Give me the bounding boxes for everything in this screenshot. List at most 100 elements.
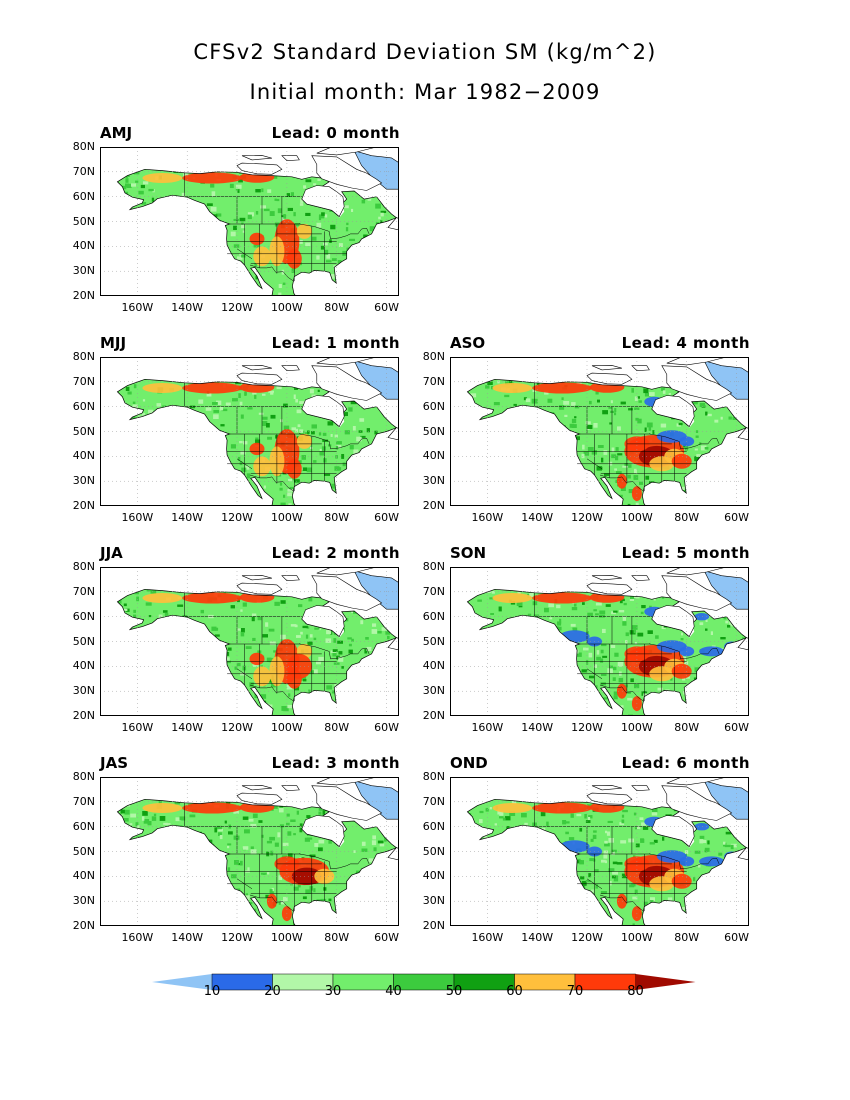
lat-tick-label: 60N: [422, 399, 445, 413]
panel-season: JAS: [100, 754, 128, 772]
colorbar-tick-label: 50: [445, 984, 463, 999]
lat-tick-label: 20N: [72, 919, 95, 932]
panel-season: AMJ: [100, 124, 133, 142]
lat-tick-label: 50N: [422, 424, 445, 438]
arctic-island: [281, 785, 300, 792]
map-area: [100, 777, 399, 926]
lon-tick-label: 140W: [171, 511, 204, 524]
lat-tick-label: 80N: [72, 140, 95, 153]
lat-tick-label: 70N: [72, 584, 95, 598]
soil-moisture-map: [450, 567, 749, 716]
lat-tick-label: 30N: [72, 264, 95, 278]
political-borders: [184, 802, 370, 912]
lat-tick-label: 40N: [422, 869, 445, 883]
lat-tick-label: 40N: [72, 869, 95, 883]
colorbar-high-arrow: [635, 974, 696, 990]
hudson-bay: [651, 395, 695, 427]
lat-tick-label: 80N: [422, 770, 445, 783]
colorbar-tick-label: 60: [506, 984, 523, 999]
lon-tick-label: 60W: [374, 301, 399, 314]
lat-tick-label: 80N: [422, 350, 445, 363]
arctic-island: [316, 147, 377, 156]
colorbar-tick-label: 40: [385, 984, 402, 999]
map-panel: AMJ Lead: 0 month 80N 70N 60N 50N 40N 30N 20N 160…: [50, 124, 410, 333]
lat-tick-label: 70N: [72, 374, 95, 388]
graticule: [100, 567, 399, 716]
lat-tick-label: 30N: [422, 474, 445, 488]
figure-title: CFSv2 Standard Deviation SM (kg/m^2): [193, 40, 657, 64]
lat-tick-label: 30N: [72, 684, 95, 698]
lon-tick-label: 140W: [171, 301, 204, 314]
soil-moisture-map: [450, 357, 749, 506]
lon-tick-label: 120W: [571, 511, 603, 524]
arctic-island: [631, 365, 650, 372]
lon-tick-label: 140W: [521, 511, 554, 524]
map-panel: MJJ Lead: 1 month 80N 70N 60N 50N 40N 30N 20N 160…: [50, 334, 410, 543]
lat-tick-label: 60N: [72, 819, 95, 833]
lat-tick-label: 60N: [422, 609, 445, 623]
map-area: [100, 357, 399, 506]
greenland: [703, 570, 749, 610]
lat-tick-label: 80N: [72, 770, 95, 783]
map-frame: [450, 357, 749, 506]
lon-tick-label: 160W: [121, 931, 154, 944]
colorbar-tick-label: 10: [203, 984, 221, 999]
newfoundland: [387, 637, 399, 650]
lon-tick-label: 140W: [171, 931, 204, 944]
newfoundland: [737, 427, 749, 440]
arctic-island: [241, 575, 272, 581]
arctic-island: [241, 785, 272, 791]
lat-tick-label: 20N: [422, 709, 445, 722]
lat-tick-label: 20N: [72, 289, 95, 302]
greenland: [353, 570, 399, 610]
arctic-island: [661, 365, 733, 401]
panel-season: JJA: [100, 544, 123, 562]
soil-moisture-map: [100, 777, 399, 926]
lon-tick-label: 80W: [324, 301, 350, 314]
lon-tick-label: 120W: [221, 511, 253, 524]
lon-tick-label: 80W: [324, 721, 350, 734]
arctic-island: [631, 575, 650, 582]
coastline: [116, 168, 398, 296]
arctic-island: [311, 785, 383, 821]
lat-tick-label: 80N: [72, 350, 95, 363]
arctic-island: [281, 155, 300, 162]
coastline: [116, 588, 398, 716]
lat-tick-label: 60N: [72, 399, 95, 413]
lon-tick-label: 80W: [674, 931, 700, 944]
political-borders: [534, 592, 720, 702]
lat-tick-label: 20N: [422, 919, 445, 932]
coastline: [466, 588, 748, 716]
arctic-island: [586, 792, 633, 805]
coastline: [116, 798, 398, 926]
lat-tick-label: 70N: [72, 164, 95, 178]
lat-tick-label: 30N: [72, 894, 95, 908]
lon-tick-label: 60W: [724, 511, 749, 524]
newfoundland: [387, 427, 399, 440]
arctic-island: [586, 372, 633, 385]
map-area: [100, 147, 399, 296]
newfoundland: [737, 637, 749, 650]
lat-tick-label: 20N: [422, 499, 445, 512]
panel-lead: Lead: 6 month: [621, 754, 750, 772]
lon-tick-label: 100W: [270, 931, 303, 944]
graticule: [450, 777, 749, 926]
map-area: [450, 357, 749, 506]
lat-tick-label: 30N: [422, 894, 445, 908]
map-frame: [450, 567, 749, 716]
lon-tick-label: 100W: [270, 301, 303, 314]
figure-subtitle: Initial month: Mar 1982−2009: [249, 80, 601, 104]
lon-tick-label: 120W: [221, 931, 253, 944]
arctic-island: [236, 162, 283, 175]
lat-tick-label: 20N: [72, 499, 95, 512]
arctic-island: [311, 365, 383, 401]
arctic-island: [316, 567, 377, 576]
lat-tick-label: 50N: [422, 634, 445, 648]
lat-tick-label: 50N: [72, 214, 95, 228]
graticule: [100, 777, 399, 926]
lat-tick-label: 30N: [72, 474, 95, 488]
map-panel: JAS Lead: 3 month 80N 70N 60N 50N 40N 30N 20N 160…: [50, 754, 410, 963]
newfoundland: [387, 217, 399, 230]
panel-season: MJJ: [100, 334, 127, 352]
arctic-island: [666, 357, 727, 366]
